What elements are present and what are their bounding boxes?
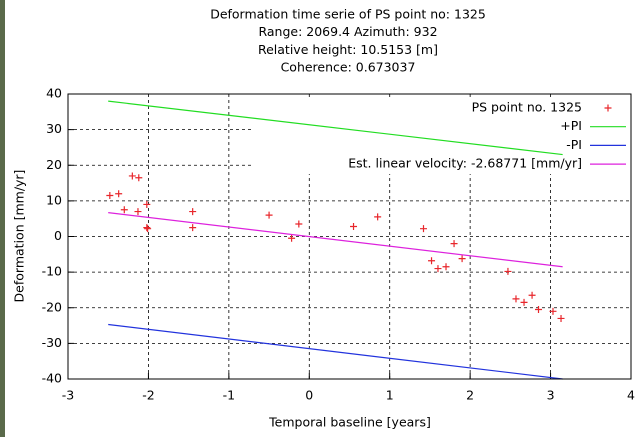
y-tick-label: -30 xyxy=(42,335,62,350)
data-point xyxy=(143,200,151,208)
y-tick-label: -40 xyxy=(42,371,62,386)
legend-label: Est. linear velocity: -2.68771 [mm/yr] xyxy=(348,156,582,171)
y-tick-label: 30 xyxy=(46,121,62,136)
plot-frame xyxy=(67,93,632,380)
y-tick-label: -10 xyxy=(42,264,62,279)
data-point xyxy=(189,224,197,232)
data-point xyxy=(557,314,565,322)
data-line xyxy=(108,212,563,268)
data-point xyxy=(115,190,123,198)
legend-marker xyxy=(604,104,612,112)
x-tick-label: -2 xyxy=(142,388,154,403)
legend-label: -PI xyxy=(566,137,582,152)
y-tick-label: 40 xyxy=(46,86,62,101)
data-point xyxy=(512,295,520,303)
data-line xyxy=(108,323,563,380)
x-tick-label: -1 xyxy=(223,388,235,403)
data-point xyxy=(520,298,528,306)
x-tick-label: 1 xyxy=(386,388,394,403)
y-tick-label: 10 xyxy=(46,192,62,207)
chart-title: Relative height: 10.5153 [m] xyxy=(258,42,438,57)
data-point xyxy=(450,240,458,248)
chart-title: Coherence: 0.673037 xyxy=(281,60,416,75)
data-point xyxy=(428,257,436,265)
data-point xyxy=(458,255,466,263)
data-point xyxy=(128,172,136,180)
data-point xyxy=(549,307,557,315)
data-point xyxy=(434,265,442,273)
y-axis-label: Deformation [mm/yr] xyxy=(12,170,27,303)
legend-label: +PI xyxy=(560,118,582,133)
x-tick-label: 0 xyxy=(305,388,313,403)
data-point xyxy=(528,291,536,299)
data-point xyxy=(419,225,427,233)
data-point xyxy=(265,211,273,219)
y-tick-label: -20 xyxy=(42,299,62,314)
data-point xyxy=(106,192,114,200)
data-point xyxy=(143,224,151,232)
data-point xyxy=(374,213,382,221)
x-tick-label: 2 xyxy=(466,388,474,403)
data-point xyxy=(442,263,450,271)
x-tick-label: -3 xyxy=(62,388,74,403)
side-strip xyxy=(0,0,5,437)
y-tick-label: 0 xyxy=(54,228,62,243)
data-point xyxy=(144,225,152,233)
x-tick-label: 3 xyxy=(547,388,555,403)
legend-label: PS point no. 1325 xyxy=(472,100,582,115)
x-axis-label: Temporal baseline [years] xyxy=(268,415,431,430)
data-point xyxy=(189,208,197,216)
data-point xyxy=(120,206,128,214)
y-tick-label: 20 xyxy=(46,157,62,172)
chart-title: Deformation time serie of PS point no: 1… xyxy=(210,7,486,22)
data-point xyxy=(535,306,543,314)
legend-box xyxy=(252,98,630,175)
chart-title: Range: 2069.4 Azimuth: 932 xyxy=(258,24,437,39)
x-tick-label: 4 xyxy=(627,388,635,403)
data-line xyxy=(108,100,563,156)
data-point xyxy=(288,234,296,242)
data-point xyxy=(350,223,358,231)
data-point xyxy=(135,174,143,182)
data-point xyxy=(504,267,512,275)
data-point xyxy=(295,220,303,228)
data-point xyxy=(134,208,142,216)
